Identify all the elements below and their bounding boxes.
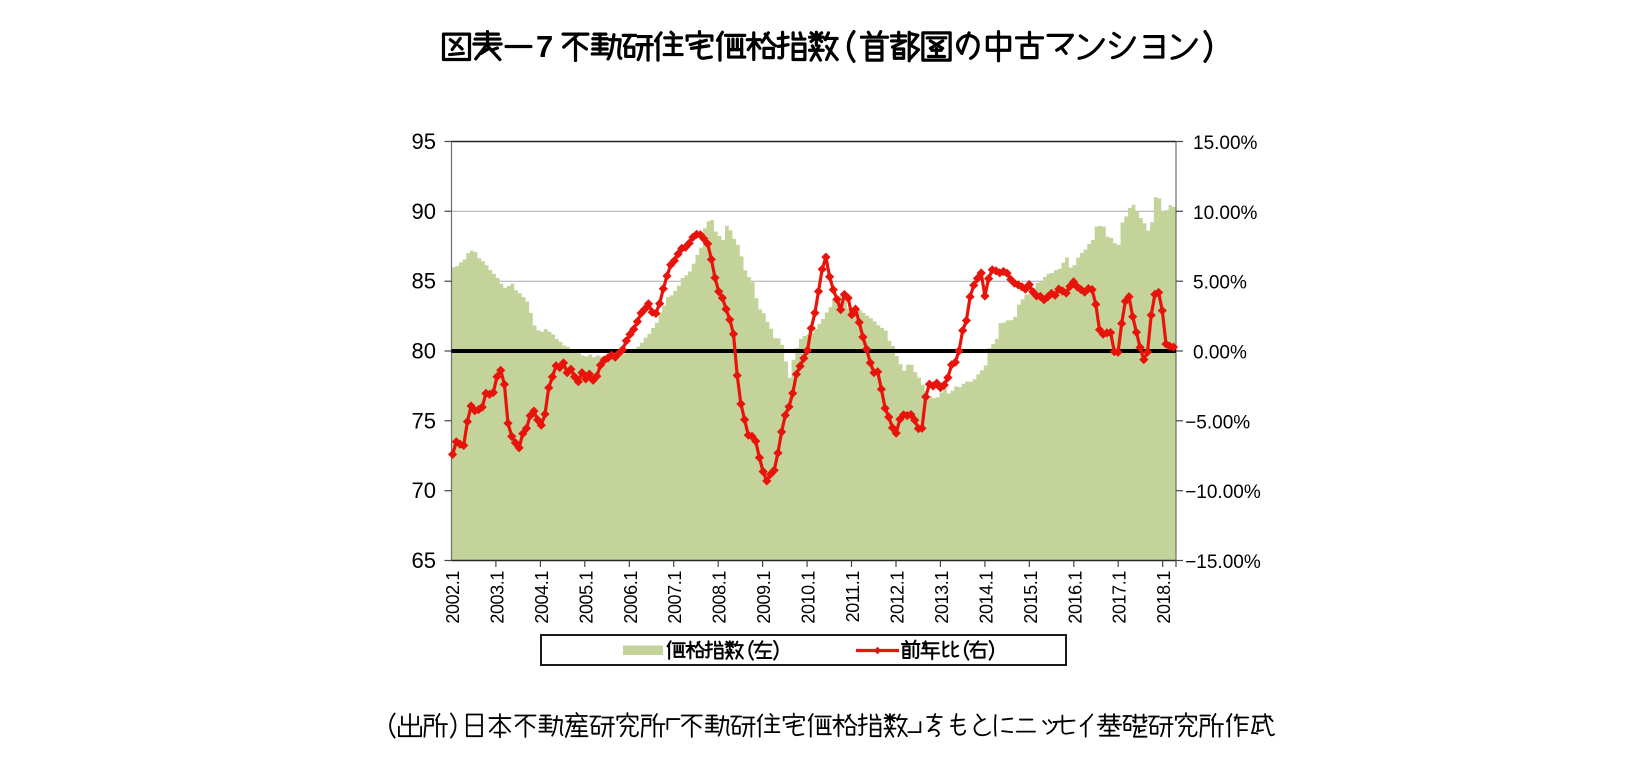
- svg-text:2016.1: 2016.1: [1065, 571, 1085, 624]
- svg-text:0.00%: 0.00%: [1193, 343, 1247, 364]
- svg-text:2003.1: 2003.1: [487, 571, 507, 624]
- svg-text:2010.1: 2010.1: [799, 571, 819, 624]
- svg-text:2009.1: 2009.1: [754, 571, 774, 624]
- svg-text:85: 85: [412, 269, 436, 294]
- svg-text:65: 65: [412, 548, 436, 573]
- svg-text:2008.1: 2008.1: [710, 571, 730, 624]
- svg-text:70: 70: [412, 478, 436, 503]
- svg-text:2013.1: 2013.1: [932, 571, 952, 624]
- svg-text:2014.1: 2014.1: [976, 571, 996, 624]
- svg-text:80: 80: [412, 339, 436, 364]
- svg-text:5.00%: 5.00%: [1193, 273, 1247, 294]
- svg-text:10.00%: 10.00%: [1193, 203, 1258, 224]
- svg-text:−15.00%: −15.00%: [1185, 552, 1261, 573]
- svg-text:75: 75: [412, 408, 436, 433]
- svg-text:15.00%: 15.00%: [1193, 133, 1258, 154]
- svg-text:2017.1: 2017.1: [1110, 571, 1130, 624]
- svg-text:90: 90: [412, 199, 436, 224]
- svg-text:95: 95: [412, 129, 436, 154]
- svg-text:2007.1: 2007.1: [665, 571, 685, 624]
- svg-text:2006.1: 2006.1: [621, 571, 641, 624]
- svg-text:2004.1: 2004.1: [532, 571, 552, 624]
- svg-text:−10.00%: −10.00%: [1185, 482, 1261, 503]
- svg-text:2012.1: 2012.1: [888, 571, 908, 624]
- svg-text:−5.00%: −5.00%: [1185, 412, 1250, 433]
- svg-text:2018.1: 2018.1: [1154, 571, 1174, 624]
- svg-text:2005.1: 2005.1: [576, 571, 596, 624]
- svg-text:7: 7: [536, 29, 553, 64]
- svg-text:2011.1: 2011.1: [843, 571, 863, 623]
- svg-text:2002.1: 2002.1: [443, 571, 463, 624]
- svg-text:2015.1: 2015.1: [1021, 571, 1041, 624]
